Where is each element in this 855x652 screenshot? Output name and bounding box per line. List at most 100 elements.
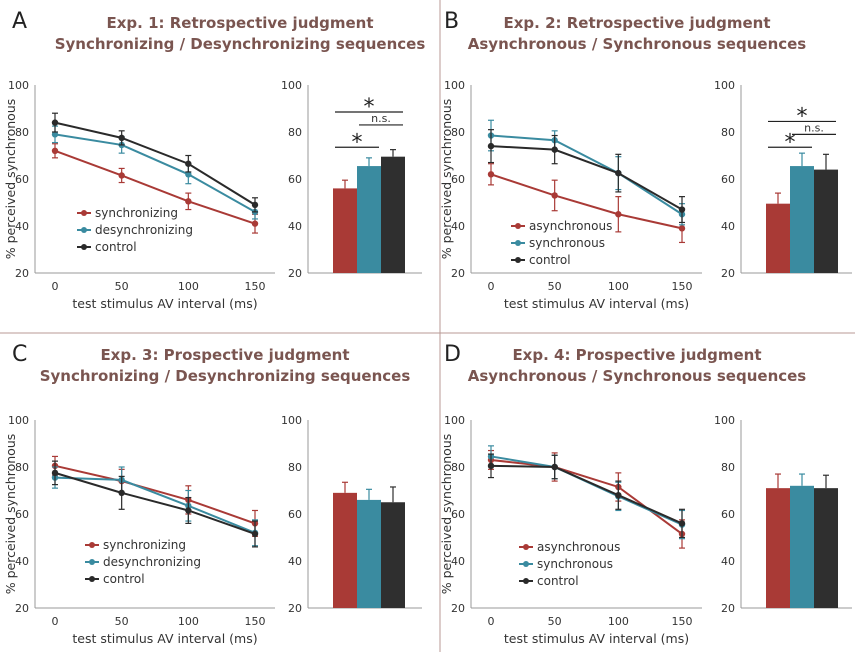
panel-C: C Exp. 3: Prospective judgment Synchronizi… <box>3 342 422 646</box>
data-point <box>118 489 125 497</box>
line-y-axis-label: % perceived synchronous <box>3 99 18 260</box>
line-y-tick-label: 40 <box>15 555 29 568</box>
legend-label: desynchronizing <box>95 223 193 237</box>
line-x-axis-label: test stimulus AV interval (ms) <box>72 296 257 311</box>
legend-label: synchronous <box>529 236 605 250</box>
data-point <box>487 462 495 470</box>
series-line-desynchronizing <box>54 476 256 534</box>
line-y-tick-label: 20 <box>15 267 29 280</box>
line-y-tick-label: 40 <box>15 220 29 233</box>
panel-title: Exp. 4: Prospective judgment <box>512 346 761 364</box>
line-x-axis-label: test stimulus AV interval (ms) <box>72 631 257 646</box>
data-point <box>51 147 59 154</box>
data-point <box>615 169 622 177</box>
line-x-tick-label: 50 <box>115 280 129 293</box>
bar <box>766 488 790 608</box>
bar-y-tick-label: 20 <box>721 267 735 280</box>
legend-label: desynchronizing <box>103 555 201 569</box>
legend-marker <box>81 227 87 233</box>
bar-y-tick-label: 60 <box>288 508 302 521</box>
line-x-tick-label: 0 <box>52 615 59 628</box>
legend-label: asynchronous <box>537 540 620 554</box>
bar <box>381 502 405 608</box>
line-y-axis-label: % perceived synchronous <box>439 99 454 260</box>
bar <box>814 488 838 608</box>
data-point <box>51 131 59 138</box>
bar-y-tick-label: 100 <box>714 79 735 92</box>
data-point <box>615 211 622 218</box>
line-y-tick-label: 100 <box>444 414 465 427</box>
legend-marker <box>515 223 521 229</box>
legend-marker <box>523 544 529 550</box>
line-y-axis-label: % perceived synchronous <box>439 434 454 595</box>
legend-marker <box>89 576 95 582</box>
bar-y-tick-label: 60 <box>721 508 735 521</box>
panel-subtitle: Synchronizing / Desynchronizing sequence… <box>40 367 411 385</box>
line-x-tick-label: 50 <box>548 280 562 293</box>
legend-label: control <box>529 253 571 267</box>
significance-label: * <box>352 130 363 155</box>
line-y-tick-label: 60 <box>15 508 29 521</box>
data-point <box>551 463 558 471</box>
bar-y-tick-label: 80 <box>721 126 735 139</box>
line-x-tick-label: 50 <box>548 615 562 628</box>
data-point <box>251 201 259 209</box>
line-y-tick-label: 20 <box>451 602 465 615</box>
bar <box>790 166 814 273</box>
data-point <box>118 172 125 179</box>
line-x-tick-label: 100 <box>178 615 199 628</box>
bar-y-tick-label: 20 <box>288 267 302 280</box>
line-y-tick-label: 80 <box>15 126 29 139</box>
panel-label: C <box>12 342 27 367</box>
bar <box>357 166 381 273</box>
bar <box>333 188 357 273</box>
line-x-tick-label: 150 <box>245 280 266 293</box>
line-y-tick-label: 100 <box>444 79 465 92</box>
line-y-tick-label: 60 <box>451 508 465 521</box>
bar <box>357 499 381 608</box>
bar-y-tick-label: 60 <box>288 173 302 186</box>
legend-label: asynchronous <box>529 219 612 233</box>
data-point <box>487 142 495 150</box>
legend-label: synchronizing <box>103 538 186 552</box>
line-x-tick-label: 100 <box>608 280 629 293</box>
data-point <box>185 160 192 167</box>
line-x-tick-label: 0 <box>488 615 495 628</box>
data-point <box>51 469 59 477</box>
series-line-control <box>54 121 256 206</box>
data-point <box>551 192 558 199</box>
line-x-tick-label: 100 <box>178 280 199 293</box>
bar-y-tick-label: 20 <box>288 602 302 615</box>
line-y-tick-label: 40 <box>451 220 465 233</box>
bar-y-tick-label: 80 <box>288 126 302 139</box>
bar <box>814 169 838 273</box>
series-line-synchronizing <box>54 149 256 225</box>
panel-label: A <box>12 9 27 34</box>
significance-label: * <box>364 95 375 120</box>
line-y-tick-label: 80 <box>15 461 29 474</box>
legend-marker <box>523 561 529 567</box>
panel-label: D <box>444 342 461 367</box>
data-point <box>251 220 259 227</box>
series-line-synchronizing <box>54 464 256 525</box>
line-x-tick-label: 100 <box>608 615 629 628</box>
line-y-tick-label: 80 <box>451 461 465 474</box>
legend-marker <box>81 210 87 216</box>
line-x-tick-label: 0 <box>52 280 59 293</box>
panel-label: B <box>444 9 459 34</box>
line-y-tick-label: 100 <box>8 414 29 427</box>
bar-y-tick-label: 40 <box>721 220 735 233</box>
data-point <box>678 225 686 232</box>
bar-y-tick-label: 100 <box>714 414 735 427</box>
significance-label: n.s. <box>371 112 391 125</box>
panel-subtitle: Asynchronous / Synchronous sequences <box>468 35 807 53</box>
line-y-tick-label: 100 <box>8 79 29 92</box>
line-y-axis-label: % perceived synchronous <box>3 434 18 595</box>
line-x-tick-label: 150 <box>672 615 693 628</box>
bar <box>790 485 814 608</box>
bar <box>766 203 790 273</box>
data-point <box>185 171 192 178</box>
data-point <box>678 520 686 527</box>
panel-title: Exp. 3: Prospective judgment <box>100 346 349 364</box>
